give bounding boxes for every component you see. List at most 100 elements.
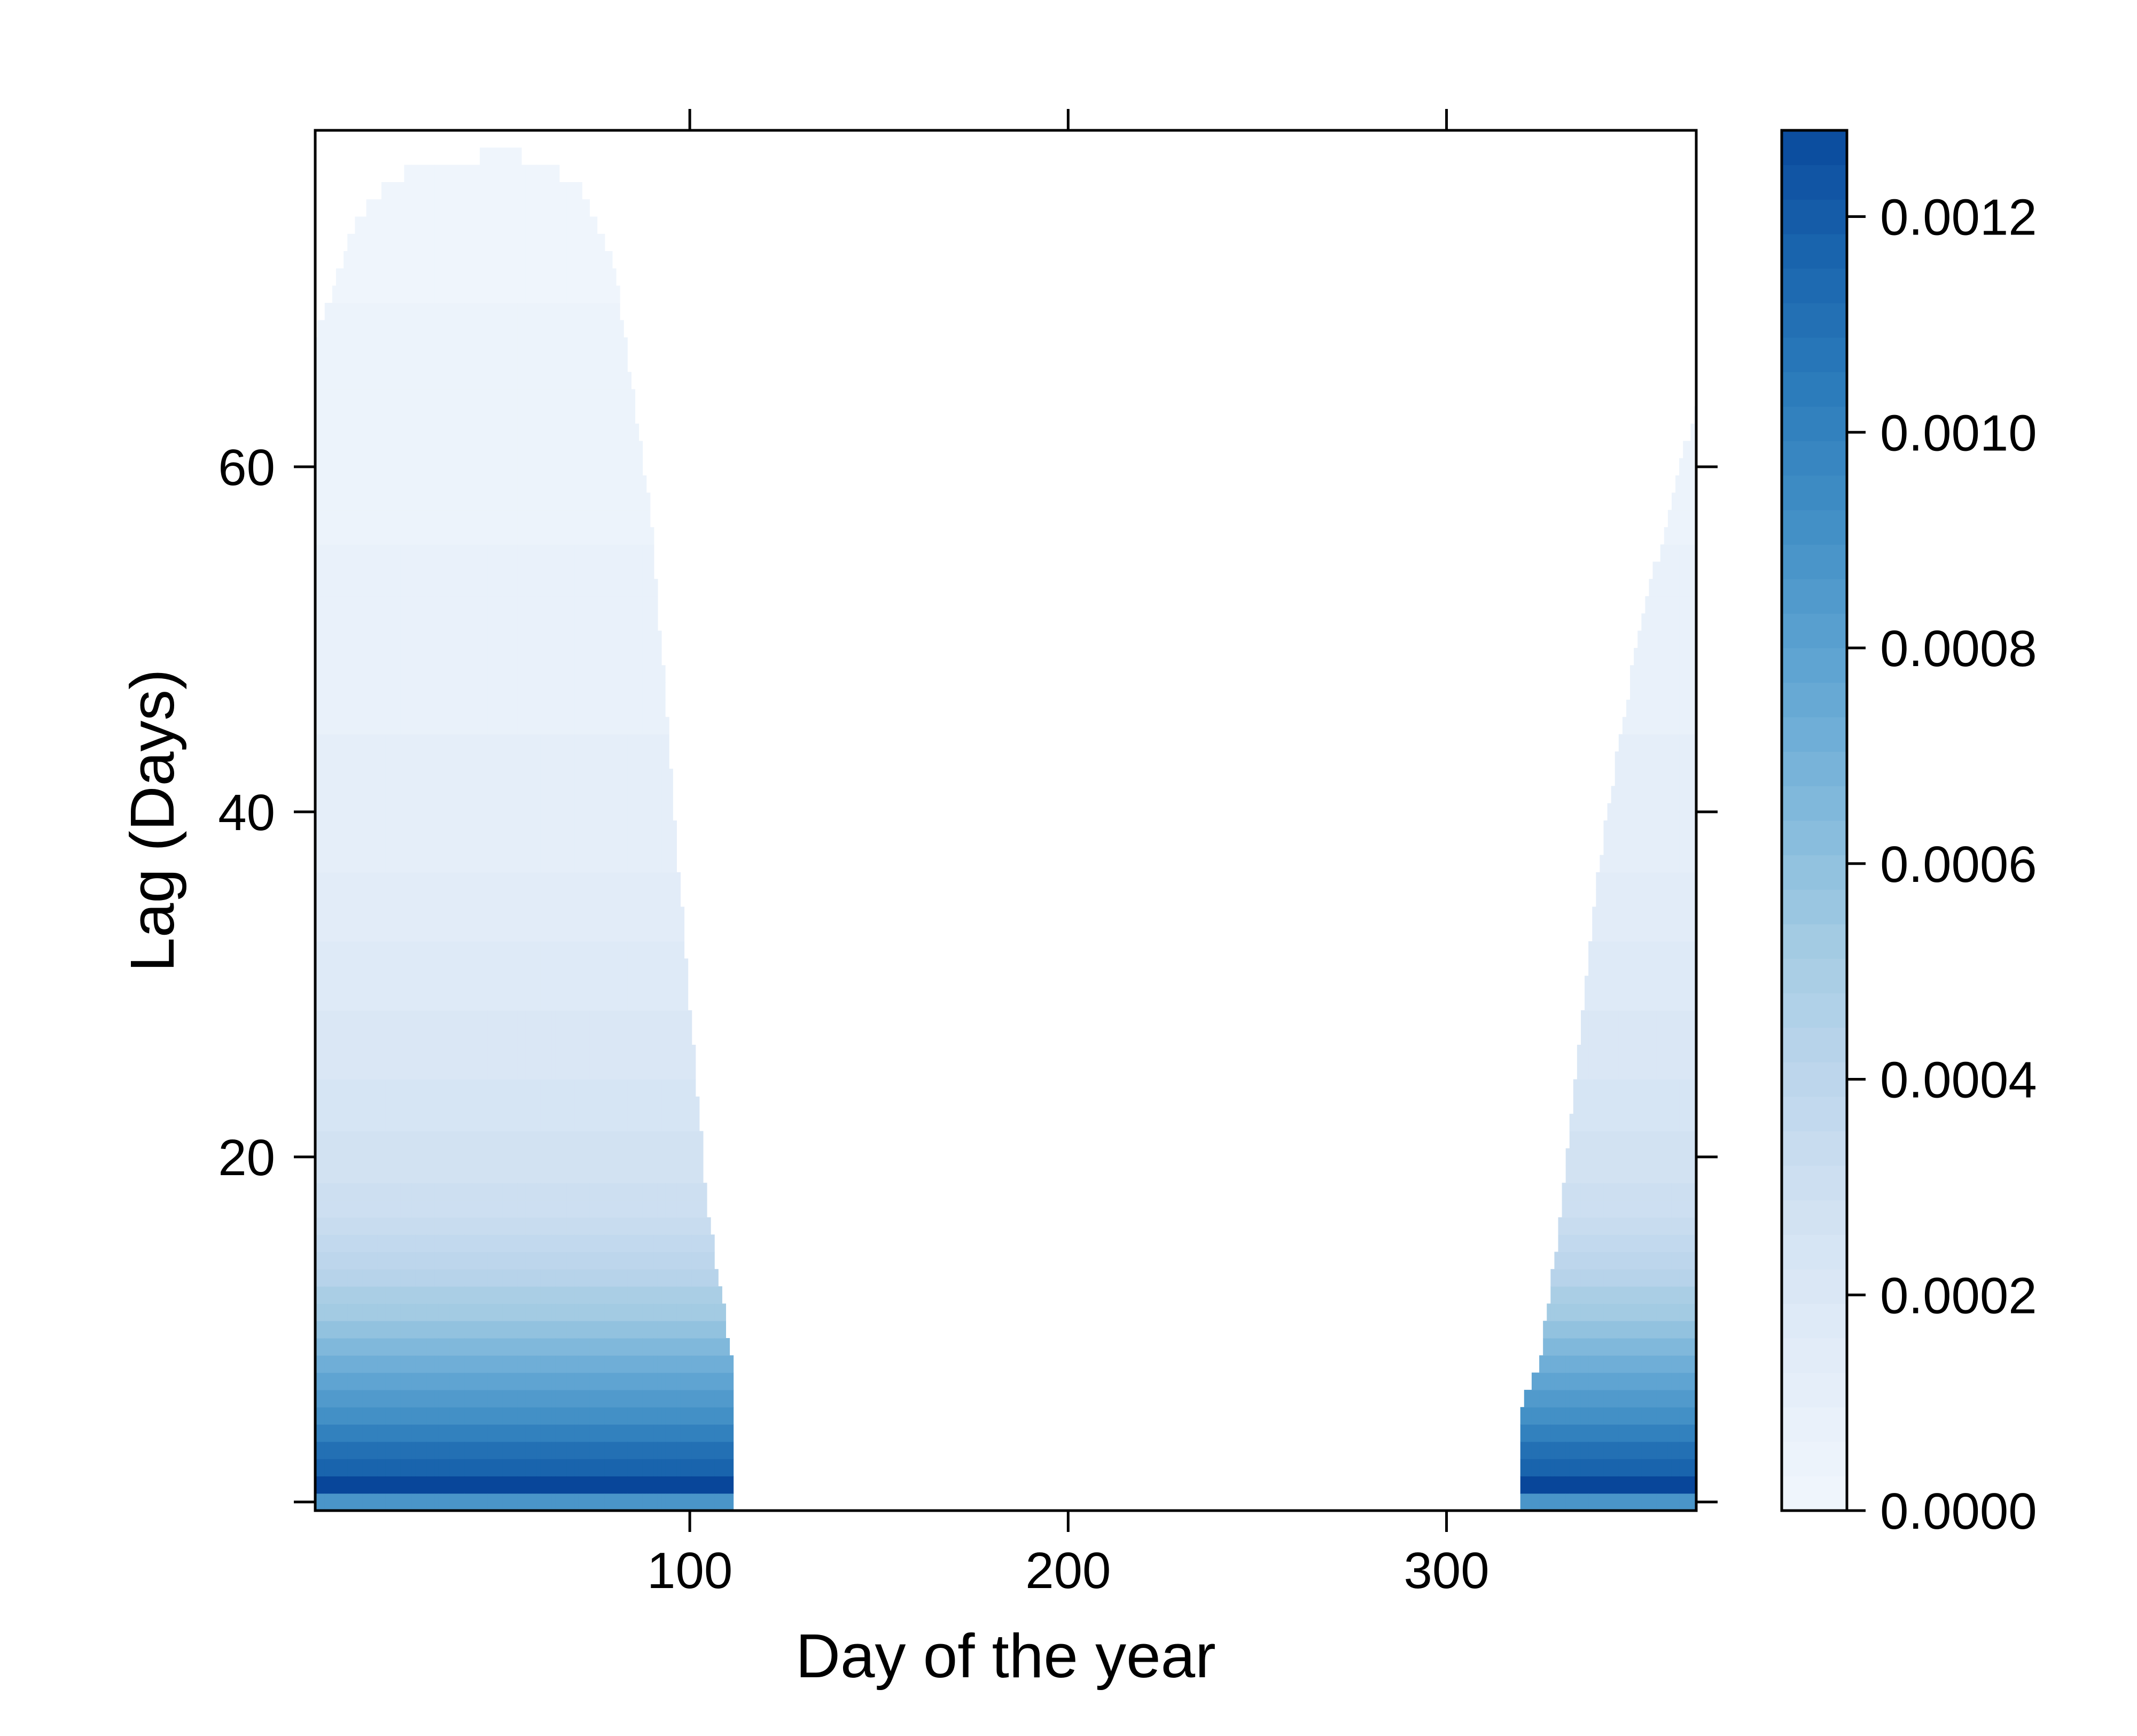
heatmap-cell bbox=[362, 1424, 367, 1442]
heatmap-cell bbox=[510, 1338, 514, 1356]
heatmap-cell bbox=[362, 561, 367, 580]
heatmap-cell bbox=[362, 613, 367, 631]
heatmap-cell bbox=[548, 527, 552, 545]
heatmap-cell bbox=[457, 699, 462, 717]
heatmap-cell bbox=[377, 1010, 382, 1028]
heatmap-cell bbox=[370, 492, 375, 511]
heatmap-cell bbox=[404, 475, 409, 493]
heatmap-cell bbox=[366, 1148, 371, 1166]
heatmap-cell bbox=[555, 561, 560, 580]
heatmap-cell bbox=[373, 233, 378, 252]
heatmap-cell bbox=[411, 924, 416, 942]
heatmap-cell bbox=[548, 1062, 552, 1080]
heatmap-cell bbox=[426, 1252, 431, 1270]
heatmap-cell bbox=[358, 441, 363, 459]
heatmap-cell bbox=[317, 1027, 322, 1045]
heatmap-cell bbox=[362, 1217, 367, 1235]
heatmap-cell bbox=[317, 510, 322, 528]
heatmap-cell bbox=[495, 372, 500, 390]
heatmap-cell bbox=[431, 458, 435, 476]
heatmap-cell bbox=[373, 1459, 378, 1476]
heatmap-cell bbox=[389, 441, 393, 459]
heatmap-cell bbox=[536, 924, 541, 942]
heatmap-cell bbox=[347, 855, 352, 873]
heatmap-cell bbox=[446, 372, 450, 390]
heatmap-cell bbox=[506, 1441, 511, 1459]
heatmap-cell bbox=[423, 1079, 427, 1097]
heatmap-cell bbox=[351, 786, 355, 804]
heatmap-cell bbox=[555, 958, 560, 976]
heatmap-cell bbox=[332, 1407, 337, 1425]
heatmap-cell bbox=[525, 475, 529, 493]
heatmap-cell bbox=[366, 1269, 371, 1287]
heatmap-cell bbox=[487, 872, 492, 890]
heatmap-cell bbox=[487, 1424, 492, 1442]
heatmap-cell bbox=[446, 285, 450, 303]
heatmap-cell bbox=[521, 1183, 526, 1201]
heatmap-cell bbox=[487, 941, 492, 959]
heatmap-cell bbox=[381, 786, 386, 804]
heatmap-cell bbox=[396, 1010, 401, 1028]
heatmap-cell bbox=[393, 320, 397, 338]
heatmap-cell bbox=[385, 941, 389, 959]
heatmap-cell bbox=[423, 1407, 427, 1425]
heatmap-cell bbox=[540, 199, 545, 217]
heatmap-cell bbox=[358, 424, 363, 441]
heatmap-cell bbox=[351, 544, 355, 562]
heatmap-cell bbox=[328, 1320, 333, 1339]
heatmap-cell bbox=[434, 233, 439, 252]
heatmap-cell bbox=[370, 613, 375, 631]
heatmap-cell bbox=[404, 320, 409, 338]
heatmap-cell bbox=[536, 544, 541, 562]
heatmap-cell bbox=[373, 906, 378, 925]
heatmap-cell bbox=[317, 975, 322, 994]
heatmap-cell bbox=[377, 1166, 382, 1183]
heatmap-cell bbox=[423, 1493, 427, 1511]
heatmap-cell bbox=[385, 734, 389, 752]
heatmap-cell bbox=[366, 510, 371, 528]
heatmap-cell bbox=[362, 578, 367, 597]
heatmap-cell bbox=[544, 1044, 549, 1062]
heatmap-cell bbox=[362, 1303, 367, 1321]
heatmap-cell bbox=[513, 406, 518, 424]
heatmap-cell bbox=[525, 751, 529, 769]
heatmap-cell bbox=[472, 648, 477, 666]
heatmap-cell bbox=[461, 285, 465, 303]
heatmap-cell bbox=[408, 1493, 412, 1511]
heatmap-cell bbox=[544, 492, 549, 511]
heatmap-cell bbox=[328, 924, 333, 942]
heatmap-cell bbox=[453, 216, 458, 234]
heatmap-cell bbox=[431, 320, 435, 338]
heatmap-cell bbox=[457, 1166, 462, 1183]
heatmap-cell bbox=[404, 458, 409, 476]
heatmap-cell bbox=[400, 630, 405, 648]
heatmap-cell bbox=[555, 1303, 560, 1321]
heatmap-cell bbox=[540, 648, 545, 666]
heatmap-cell bbox=[434, 337, 439, 355]
heatmap-cell bbox=[396, 1372, 401, 1390]
heatmap-cell bbox=[555, 786, 560, 804]
heatmap-cell bbox=[446, 1355, 450, 1373]
heatmap-cell bbox=[404, 1389, 409, 1407]
heatmap-cell bbox=[324, 1044, 329, 1062]
heatmap-cell bbox=[438, 492, 442, 511]
heatmap-cell bbox=[517, 1303, 522, 1321]
heatmap-cell bbox=[396, 1407, 401, 1425]
heatmap-cell bbox=[525, 441, 529, 459]
heatmap-cell bbox=[517, 596, 522, 614]
heatmap-cell bbox=[317, 1303, 322, 1321]
heatmap-cell bbox=[408, 199, 412, 217]
heatmap-cell bbox=[408, 682, 412, 700]
heatmap-cell bbox=[453, 182, 458, 200]
heatmap-cell bbox=[317, 1166, 322, 1183]
heatmap-cell bbox=[457, 424, 462, 441]
heatmap-cell bbox=[336, 613, 340, 631]
heatmap-cell bbox=[385, 458, 389, 476]
heatmap-cell bbox=[533, 406, 537, 424]
heatmap-cell bbox=[377, 1493, 382, 1511]
heatmap-cell bbox=[370, 855, 375, 873]
heatmap-cell bbox=[415, 199, 420, 217]
heatmap-cell bbox=[423, 699, 427, 717]
heatmap-cell bbox=[506, 527, 511, 545]
heatmap-cell bbox=[438, 734, 442, 752]
